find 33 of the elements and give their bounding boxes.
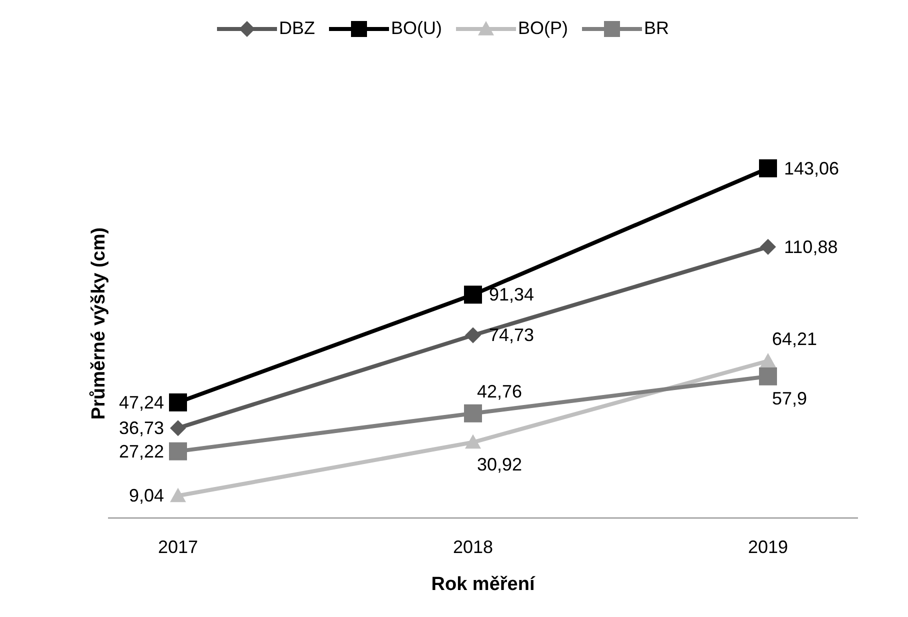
legend-label: BO(P)	[518, 18, 568, 39]
point	[465, 434, 481, 449]
point	[760, 352, 776, 368]
point	[169, 442, 187, 460]
point	[170, 488, 186, 502]
data-label: 57,9	[772, 388, 808, 408]
legend-label: DBZ	[278, 18, 315, 39]
data-label: 110,88	[784, 236, 838, 257]
data-label: 91,34	[489, 284, 534, 305]
point	[759, 367, 777, 386]
data-label: 30,92	[477, 454, 522, 474]
data-label: 74,73	[489, 325, 534, 346]
data-label: 36,73	[118, 418, 164, 438]
data-label: 143,06	[784, 158, 840, 178]
point	[170, 420, 186, 436]
data-label: 47,24	[118, 392, 164, 412]
legend-label: BR	[644, 18, 670, 39]
x-tick-label: 2017	[158, 536, 198, 557]
point	[169, 393, 187, 412]
data-label: 42,76	[477, 381, 522, 402]
point	[760, 238, 776, 255]
point	[464, 404, 482, 422]
data-label: 27,22	[118, 441, 164, 462]
x-axis-title: Rok měření	[431, 574, 536, 595]
data-label: 64,21	[772, 328, 818, 349]
y-axis-title: Průměrné výšky (cm)	[88, 227, 110, 420]
x-tick-label: 2018	[452, 536, 494, 557]
point	[464, 286, 482, 304]
data-label: 9,04	[128, 486, 164, 506]
x-tick-label: 2019	[748, 536, 788, 557]
point	[465, 327, 481, 344]
point	[759, 159, 777, 178]
legend-label: BO(U)	[390, 18, 442, 39]
